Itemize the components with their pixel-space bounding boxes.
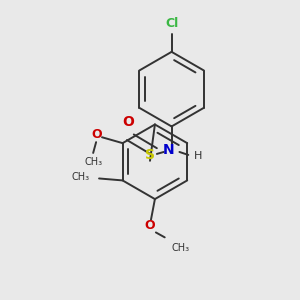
Text: O: O bbox=[92, 128, 102, 141]
Text: H: H bbox=[194, 151, 202, 161]
Text: CH₃: CH₃ bbox=[71, 172, 89, 182]
Text: O: O bbox=[145, 219, 155, 232]
Text: CH₃: CH₃ bbox=[172, 243, 190, 253]
Text: CH₃: CH₃ bbox=[84, 157, 102, 167]
Text: N: N bbox=[163, 143, 175, 157]
Text: Cl: Cl bbox=[165, 17, 178, 30]
Text: O: O bbox=[122, 116, 134, 129]
Text: S: S bbox=[145, 148, 155, 162]
